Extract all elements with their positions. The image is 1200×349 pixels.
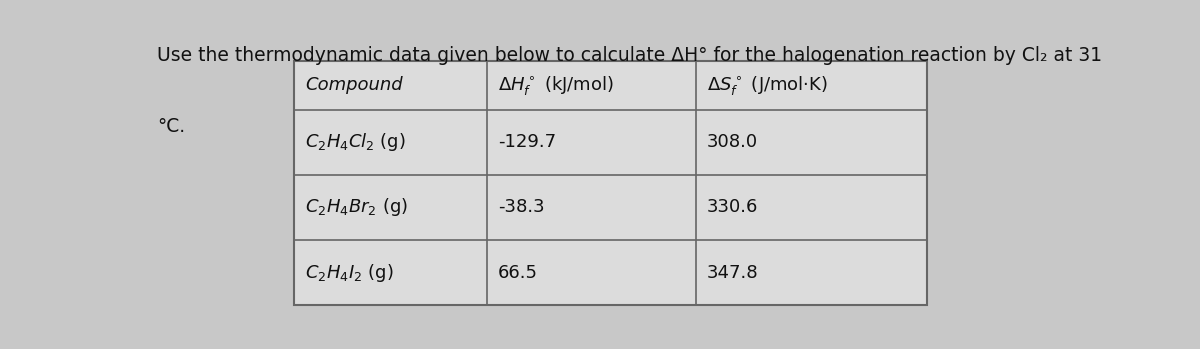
- Text: 308.0: 308.0: [707, 133, 758, 151]
- Text: 347.8: 347.8: [707, 263, 758, 282]
- FancyBboxPatch shape: [294, 61, 926, 305]
- Text: Compound: Compound: [305, 76, 403, 94]
- Text: Use the thermodynamic data given below to calculate ΔH° for the halogenation rea: Use the thermodynamic data given below t…: [157, 46, 1103, 65]
- Text: $C_2H_4I_2$ (g): $C_2H_4I_2$ (g): [305, 262, 394, 284]
- Text: $\Delta S_f^\circ$ (J/mol·K): $\Delta S_f^\circ$ (J/mol·K): [707, 74, 828, 97]
- Text: 330.6: 330.6: [707, 199, 758, 216]
- Text: $C_2H_4Cl_2$ (g): $C_2H_4Cl_2$ (g): [305, 131, 406, 153]
- Text: °C.: °C.: [157, 117, 186, 136]
- Text: -38.3: -38.3: [498, 199, 545, 216]
- Text: -129.7: -129.7: [498, 133, 557, 151]
- Text: $C_2H_4Br_2$ (g): $C_2H_4Br_2$ (g): [305, 196, 408, 218]
- Text: $\Delta H_f^\circ$ (kJ/mol): $\Delta H_f^\circ$ (kJ/mol): [498, 74, 614, 97]
- Text: 66.5: 66.5: [498, 263, 538, 282]
